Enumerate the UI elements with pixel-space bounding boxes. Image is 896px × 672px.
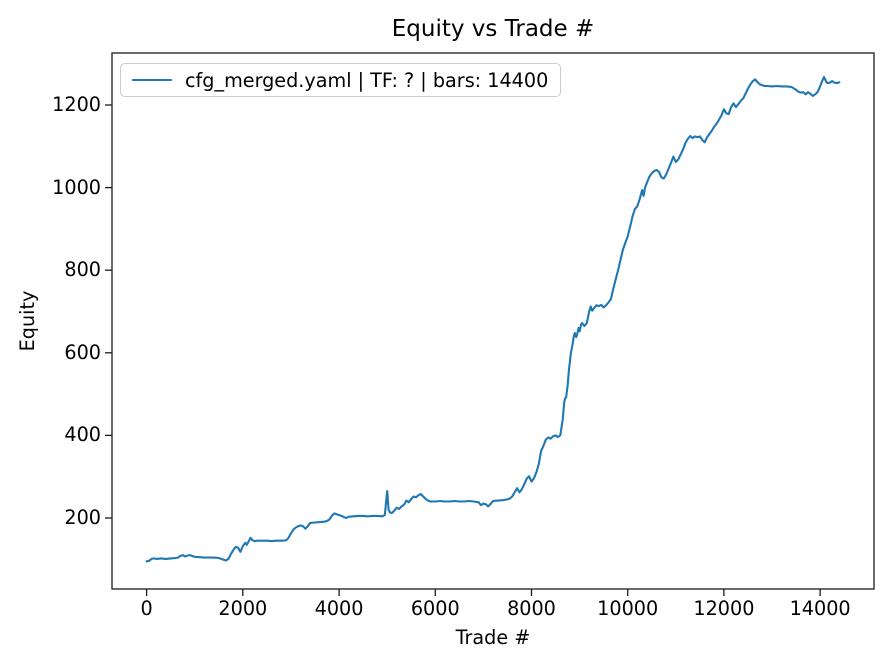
x-tick-label: 0 xyxy=(140,597,153,620)
y-tick-label: 200 xyxy=(64,505,101,529)
legend-label: cfg_merged.yaml | TF: ? | bars: 14400 xyxy=(185,68,549,92)
legend-line-sample xyxy=(132,78,172,82)
equity-curve xyxy=(145,75,841,563)
y-tick-label: 1000 xyxy=(52,175,101,199)
legend: cfg_merged.yaml | TF: ? | bars: 14400 xyxy=(120,63,562,97)
x-tick-label: 4000 xyxy=(314,597,364,620)
x-tick-label: 2000 xyxy=(218,597,268,620)
x-tick-label: 14000 xyxy=(789,597,851,620)
y-tick-label: 1200 xyxy=(52,93,101,117)
x-axis-label: Trade # xyxy=(455,626,531,649)
y-tick-label: 400 xyxy=(64,423,101,447)
x-tick-label: 8000 xyxy=(507,597,556,620)
y-tick-label: 800 xyxy=(64,258,101,282)
axes-spines xyxy=(111,52,875,590)
y-tick-label: 600 xyxy=(64,340,101,364)
x-tick-label: 12000 xyxy=(693,597,755,620)
y-axis-label: Equity xyxy=(16,290,39,352)
x-tick-label: 10000 xyxy=(597,597,659,620)
chart-title: Equity vs Trade # xyxy=(391,16,595,42)
x-tick-label: 6000 xyxy=(410,597,460,620)
